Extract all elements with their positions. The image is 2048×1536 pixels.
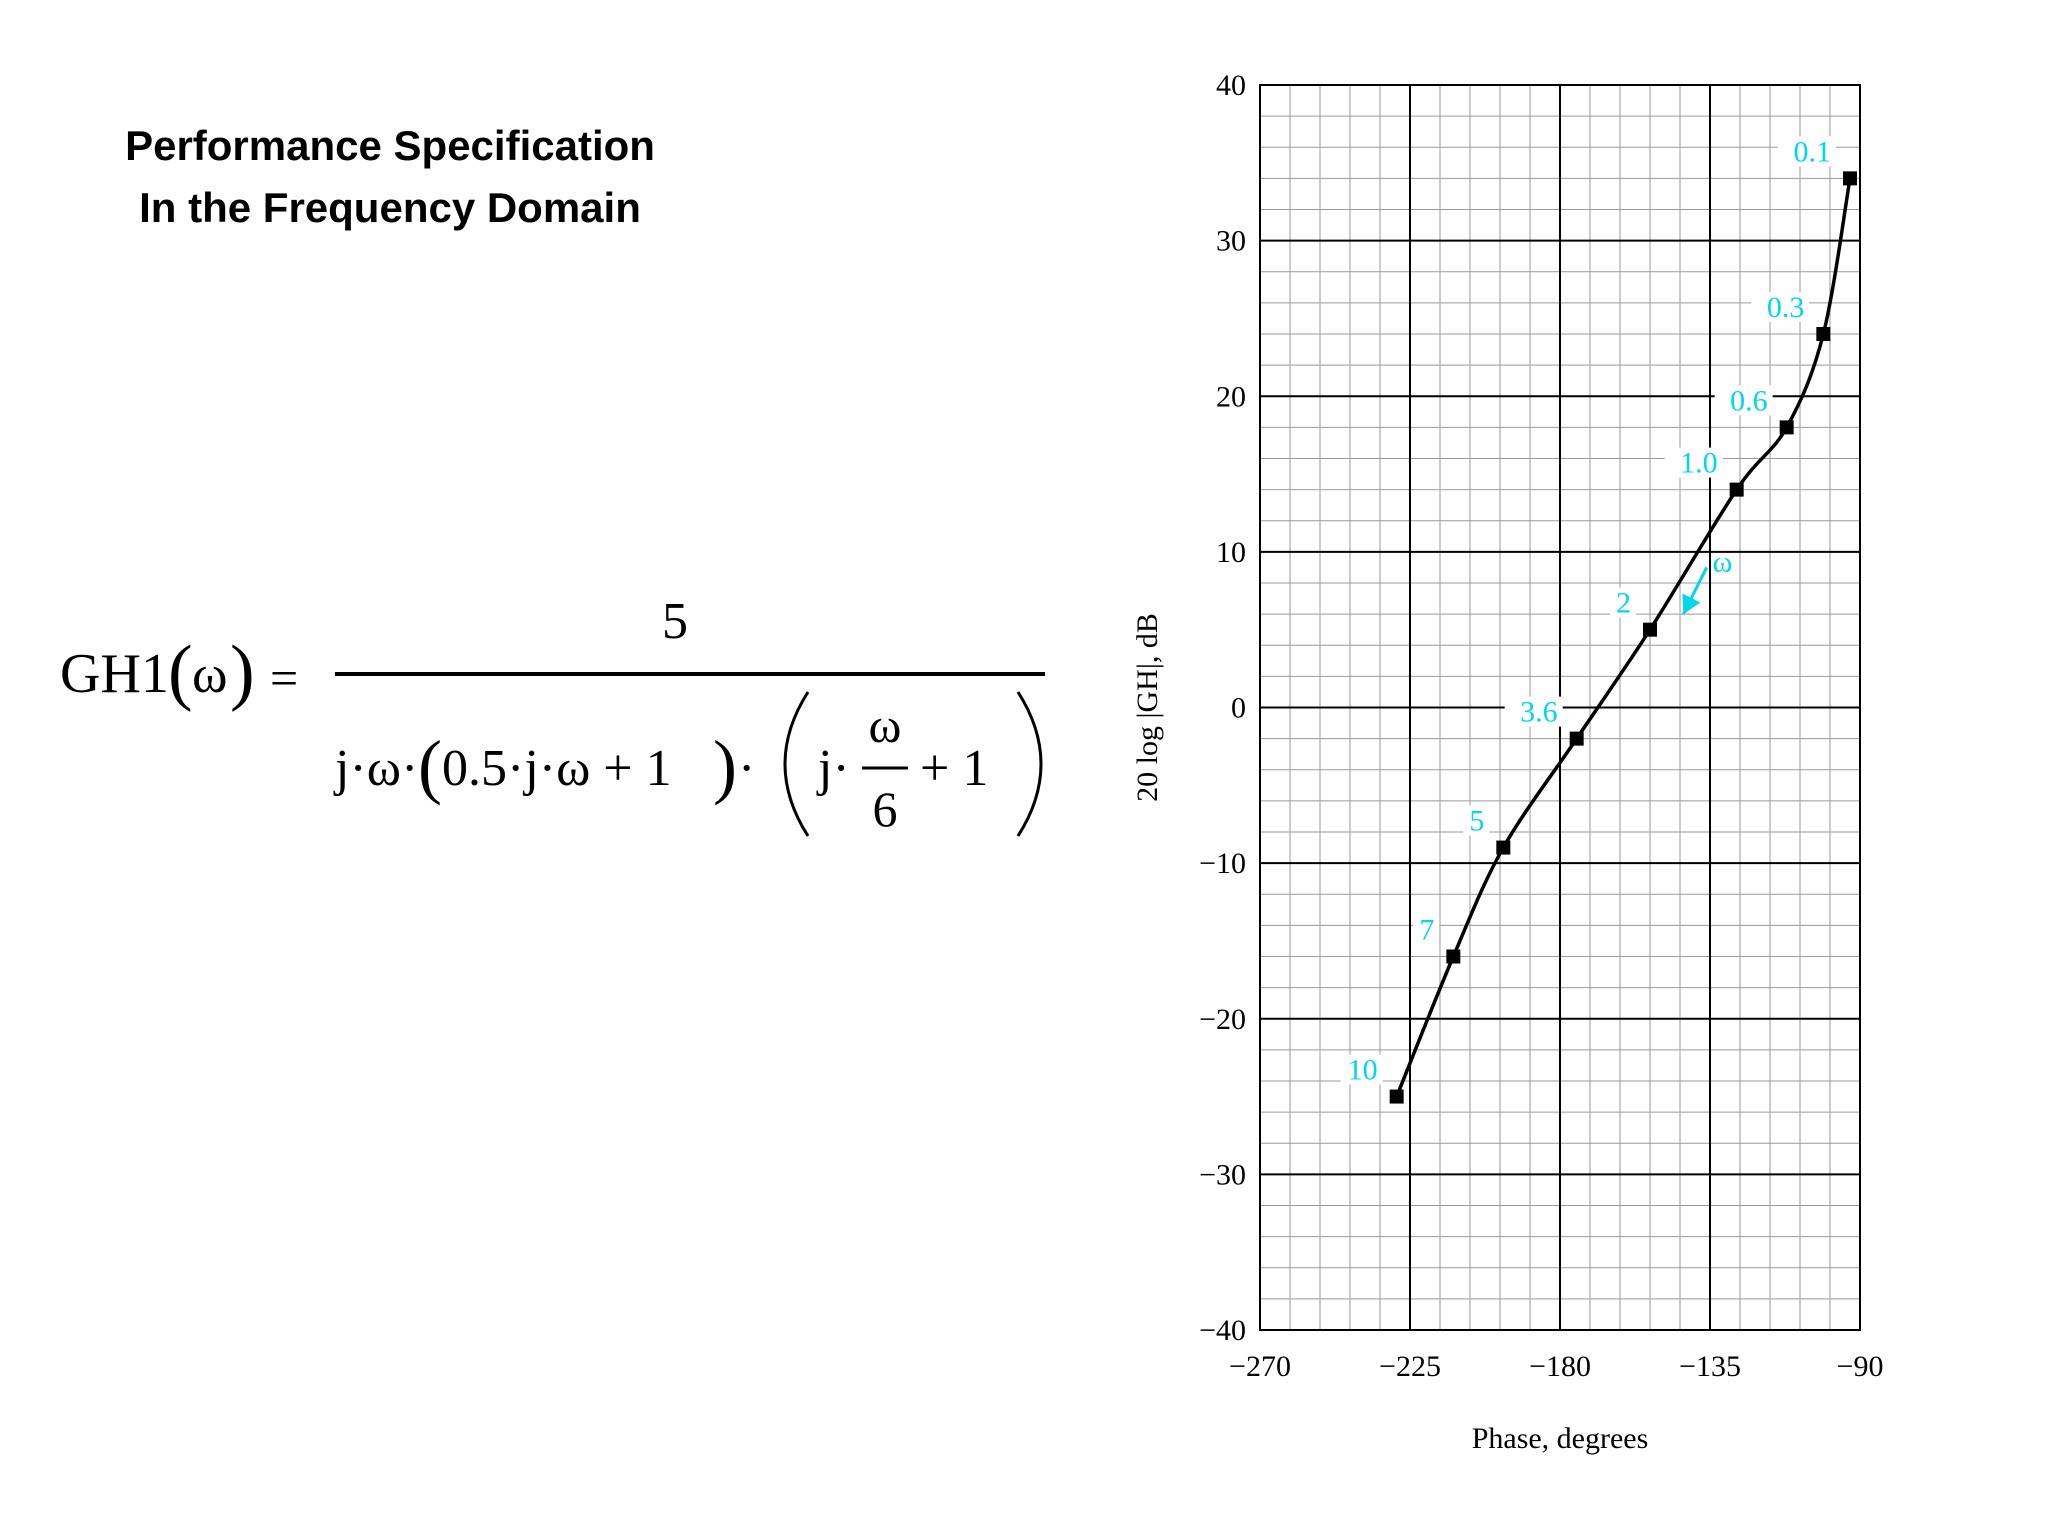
x-axis-label: Phase, degrees [1472,1422,1649,1455]
x-tick-label: −225 [1379,1350,1441,1383]
formula-big-paren-open [783,691,810,837]
point-label-background [1504,696,1563,727]
point-label-background [1778,136,1836,167]
data-point [1779,420,1794,435]
formula-lhs-variable: ω [192,644,228,704]
point-label-background [1751,292,1810,322]
x-tick-label: −90 [1837,1350,1884,1383]
point-label: 2 [1616,587,1631,620]
formula-lhs-paren-open: ( [168,631,193,713]
title-line-1: Performance Specification [125,122,655,169]
point-label-background [1664,447,1723,478]
y-tick-label: 20 [1216,380,1246,413]
frequency-points: 0.1 0.3 0.6 1.0 2 3.6 5 7 10 [1340,135,1857,1104]
formula-numerator: 5 [662,593,688,650]
point-label-background [1463,805,1490,836]
formula-big-paren-close [1016,691,1043,837]
point-label-background [1610,587,1636,618]
formula-paren-open-1: ( [418,726,442,806]
point-label: 10 [1348,1054,1378,1087]
y-tick-label: 30 [1216,225,1246,258]
arrow-head [1682,593,1701,615]
formula-inner-denominator: 6 [873,781,898,837]
formula-lhs: GH1 [60,643,169,705]
point-label: 0.1 [1794,135,1832,168]
point-label: 0.6 [1730,384,1768,417]
formula-inner-numerator: ω [869,697,902,753]
formula-denominator-part3: · [738,740,755,797]
point-label: 1.0 [1680,447,1718,480]
x-tick-label: −180 [1529,1350,1591,1383]
data-point [1389,1089,1404,1104]
data-point [1816,327,1831,341]
y-tick-label: 0 [1231,692,1246,725]
page-title: Performance Specification In the Frequen… [60,115,720,239]
arrow-omega-label: ω [1713,545,1733,578]
point-label-background [1413,914,1440,945]
data-point [1446,949,1461,964]
y-tick-label: 40 [1216,69,1246,102]
point-label: 3.6 [1520,696,1558,729]
y-axis-tick-labels: 40 30 20 10 0 −10 −20 −30 −40 [1199,69,1246,1347]
title-line-2: In the Frequency Domain [139,184,641,231]
nichols-chart: 40 30 20 10 0 −10 −20 −30 −40 −270 −225 −180 −135 −9… [1131,69,1884,1455]
y-tick-label: −10 [1199,847,1246,880]
x-axis-tick-labels: −270 −225 −180 −135 −90 [1229,1350,1883,1383]
formula-inner-plus-one: + 1 [920,740,988,797]
formula-denominator-part2: 0.5·j·ω + 1 [442,740,672,797]
point-label: 7 [1419,914,1434,947]
x-tick-label: −135 [1679,1350,1741,1383]
y-tick-label: 10 [1216,536,1246,569]
data-point [1843,171,1857,186]
formula-lhs-paren-close: ) [230,631,255,713]
y-tick-label: −40 [1199,1314,1246,1347]
transfer-function-formula: GH1 ( ω ) = 5 j·ω· ( 0.5·j·ω + 1 ) · j· … [60,593,1045,837]
point-label-background [1340,1054,1383,1085]
y-tick-label: −20 [1199,1003,1246,1036]
formula-paren-close-1: ) [713,726,737,806]
point-label-background [1714,385,1773,416]
data-point [1569,731,1584,746]
formula-inner-j: j· [816,740,850,797]
frequency-arrow-annotation: ω [1681,545,1733,615]
y-tick-label: −30 [1199,1158,1246,1191]
point-label: 0.3 [1767,291,1805,324]
y-axis-label: 20 log |GH|, dB [1131,613,1164,802]
formula-denominator-part1: j·ω· [333,740,418,797]
plot-frame [1259,84,1861,1331]
data-point [1643,622,1657,637]
formula-equals: = [270,650,298,706]
point-label: 5 [1469,805,1484,838]
data-point [1496,840,1511,855]
x-tick-label: −270 [1229,1350,1291,1383]
data-point [1729,482,1744,497]
